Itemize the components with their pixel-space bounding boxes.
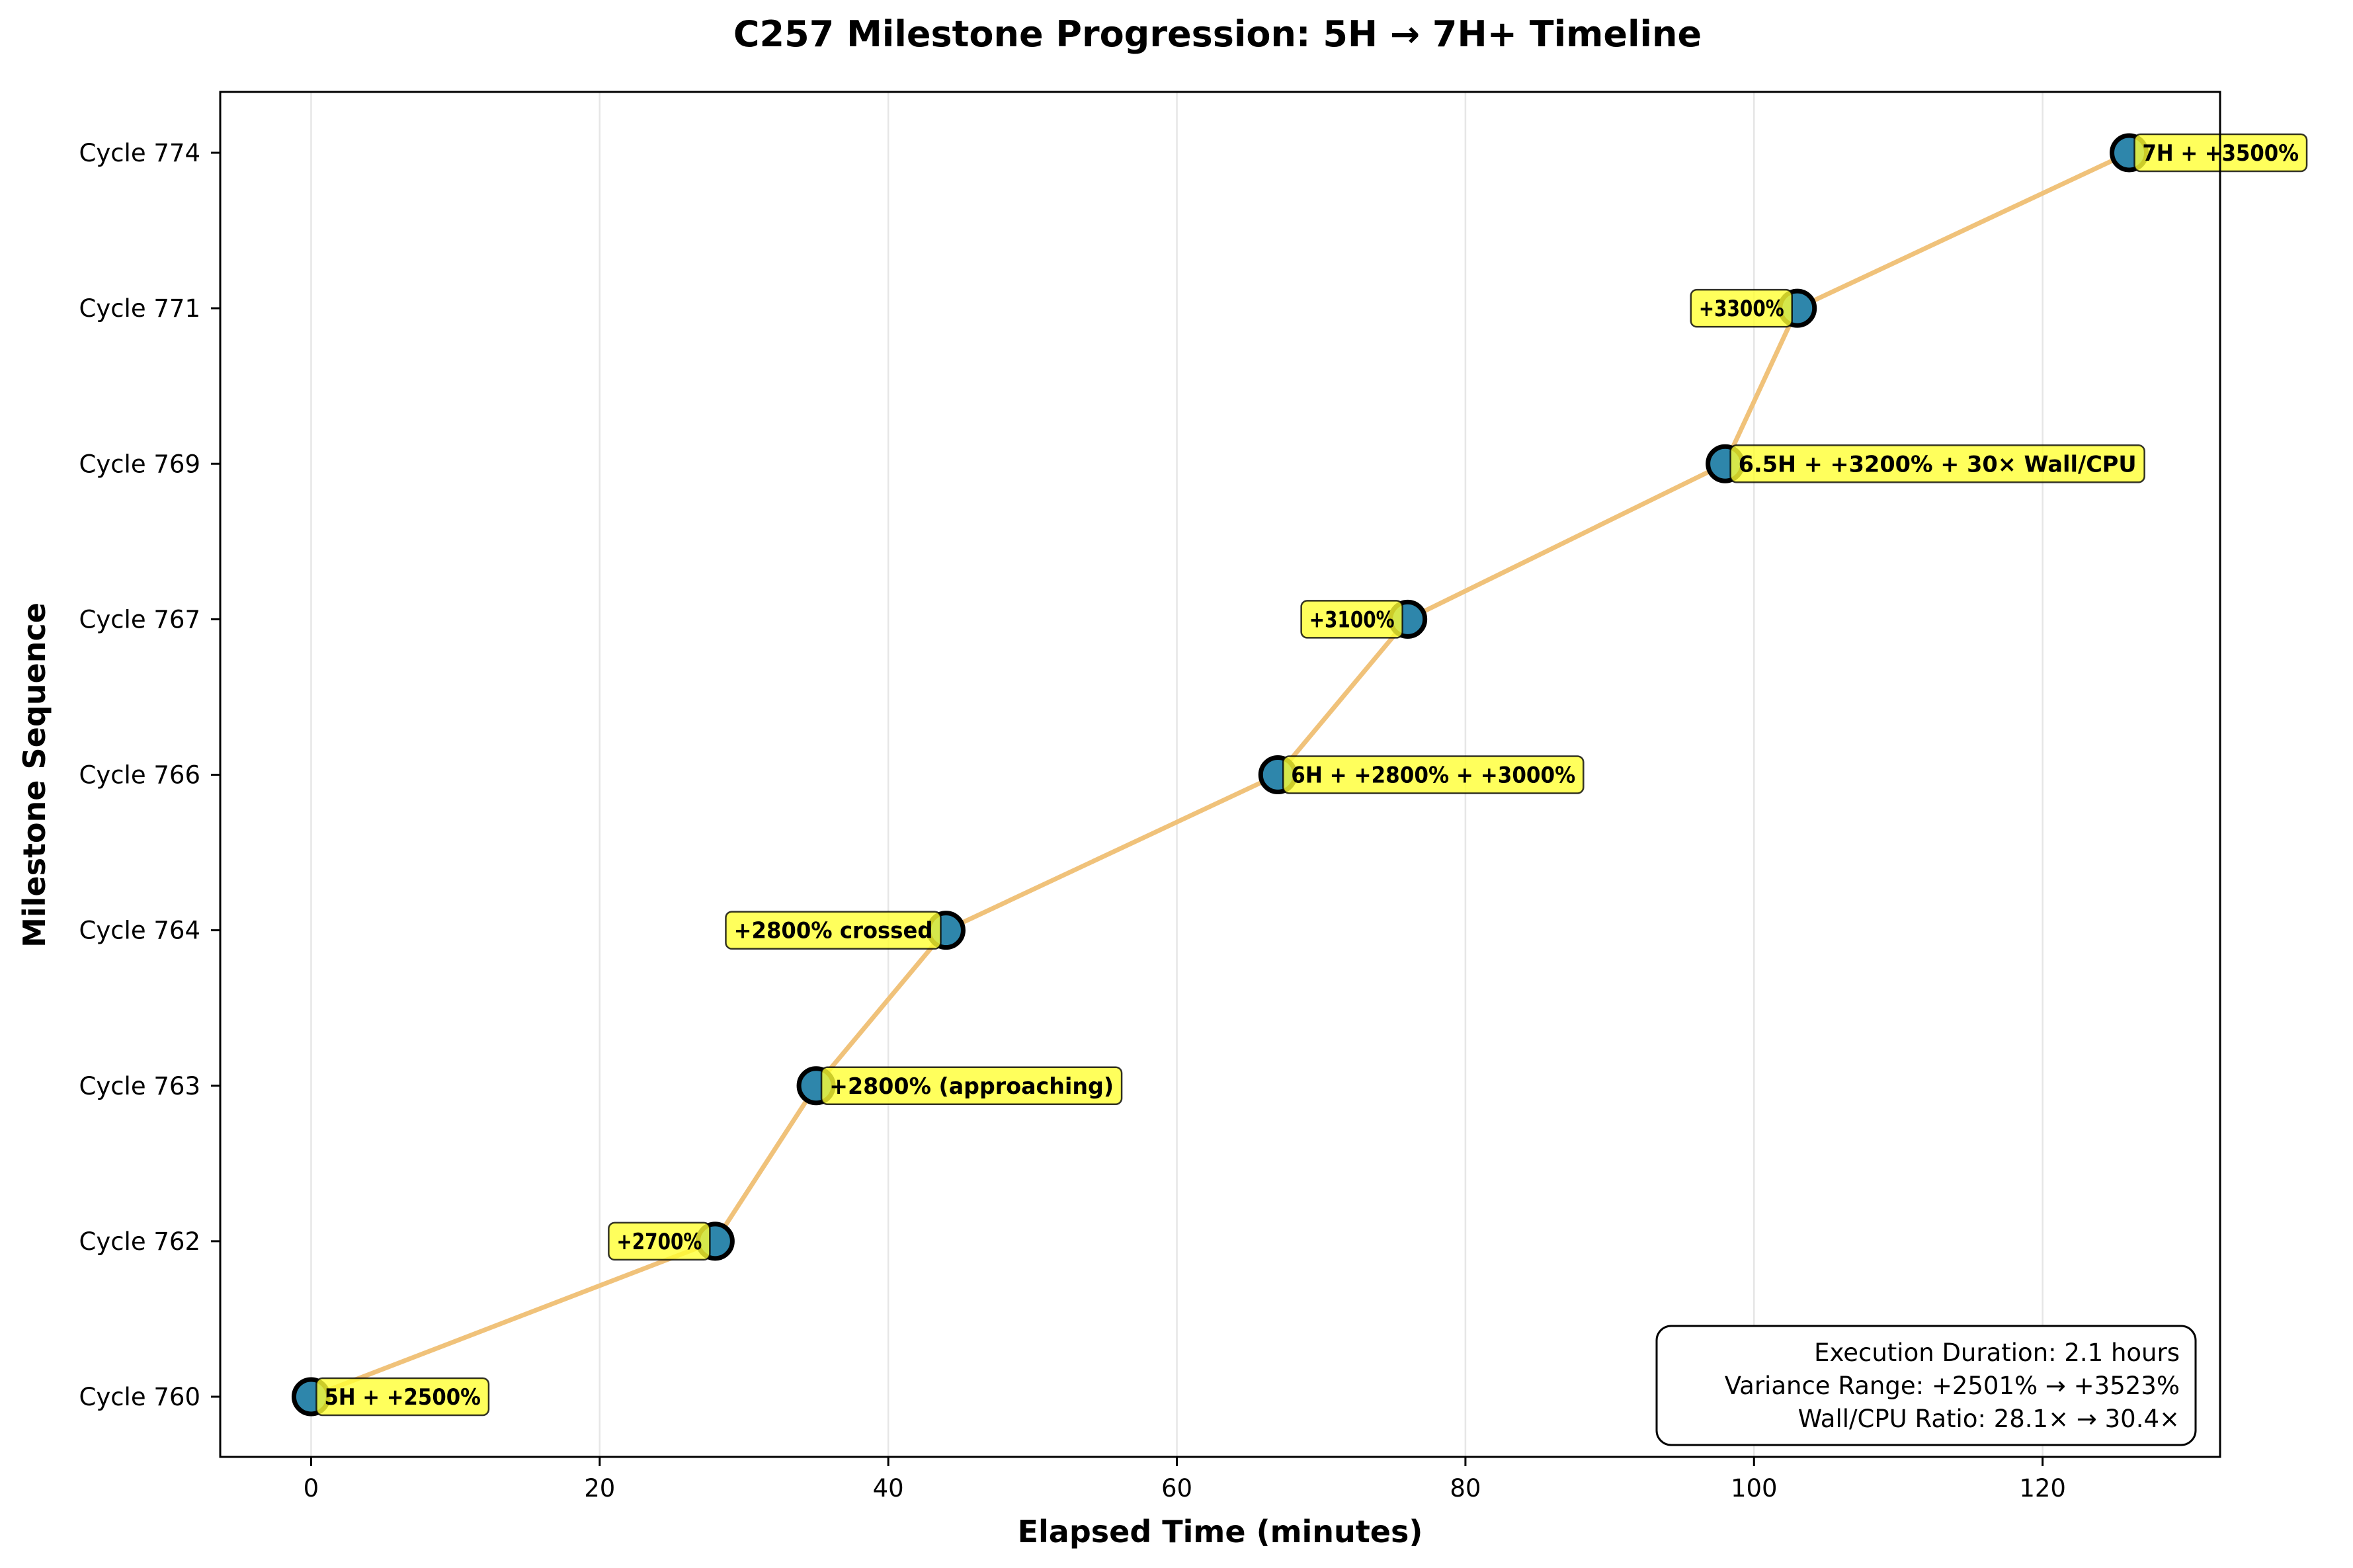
y-tick-label: Cycle 774 (79, 139, 200, 167)
annotation-layer: 5H + +2500% +2700% +2800% (approaching) +28… (315, 133, 2308, 1417)
point-annotation: 5H + +2500% (315, 1377, 490, 1417)
x-tick-label: 80 (1450, 1474, 1481, 1503)
point-annotation: +2700% (608, 1221, 711, 1261)
info-line-ratio: Wall/CPU Ratio: 28.1× → 30.4× (1798, 1405, 2180, 1433)
y-axis-label: Milestone Sequence (17, 602, 52, 948)
annotation-box (820, 1066, 1123, 1105)
y-tick-label: Cycle 767 (79, 605, 200, 634)
annotation-box (725, 911, 942, 950)
y-tick-label: Cycle 762 (79, 1227, 200, 1256)
x-tick-label: 40 (873, 1474, 904, 1503)
y-tick-label: Cycle 760 (79, 1383, 200, 1411)
x-tick-label: 20 (584, 1474, 615, 1503)
info-box: Execution Duration: 2.1 hours Variance R… (1655, 1325, 2197, 1446)
grid-layer (310, 92, 2043, 1457)
annotation-label: +2800% crossed (733, 918, 932, 944)
annotation-label: +3100% (1309, 606, 1395, 633)
annotation-box (315, 1377, 490, 1417)
y-tick-label: Cycle 763 (79, 1072, 200, 1100)
x-axis: 0 20 40 60 80 100 120 (304, 1457, 2066, 1503)
y-axis: Cycle 760 Cycle 762 Cycle 763 Cycle 764 Cycl… (79, 139, 220, 1411)
point-annotation: +2800% crossed (725, 911, 942, 950)
point-annotation: 6.5H + +3200% + 30× Wall/CPU (1729, 444, 2145, 483)
y-tick-label: Cycle 766 (79, 761, 200, 790)
point-annotation: 6H + +2800% + +3000% (1282, 755, 1585, 794)
x-tick-label: 100 (1731, 1474, 1778, 1503)
annotation-box (1690, 288, 1793, 328)
chart-title: C257 Milestone Progression: 5H → 7H+ Tim… (733, 13, 1702, 55)
info-box-frame (1655, 1325, 2197, 1446)
annotation-box (608, 1221, 711, 1261)
y-tick-label: Cycle 769 (79, 450, 200, 478)
x-tick-label: 0 (304, 1474, 319, 1503)
annotation-label: 6.5H + +3200% + 30× Wall/CPU (1739, 451, 2137, 477)
annotation-label: +2700% (616, 1229, 702, 1255)
annotation-box (1282, 755, 1585, 794)
info-line-variance: Variance Range: +2501% → +3523% (1725, 1372, 2180, 1400)
annotation-label: 5H + +2500% (324, 1384, 481, 1411)
annotation-label: +2800% (approaching) (829, 1073, 1114, 1100)
annotation-label: +3300% (1699, 296, 1784, 322)
info-line-duration: Execution Duration: 2.1 hours (1814, 1339, 2180, 1367)
annotation-box (1300, 600, 1403, 639)
annotation-label: 6H + +2800% + +3000% (1291, 763, 1575, 789)
point-annotation: +3100% (1300, 600, 1403, 639)
x-tick-label: 120 (2019, 1474, 2066, 1503)
point-annotation: +3300% (1690, 288, 1793, 328)
y-tick-label: Cycle 771 (79, 294, 200, 323)
x-axis-label: Elapsed Time (minutes) (1018, 1514, 1423, 1549)
y-tick-label: Cycle 764 (79, 917, 200, 945)
point-annotation: +2800% (approaching) (820, 1066, 1123, 1105)
annotation-box (1729, 444, 2145, 483)
x-tick-label: 60 (1161, 1474, 1192, 1503)
